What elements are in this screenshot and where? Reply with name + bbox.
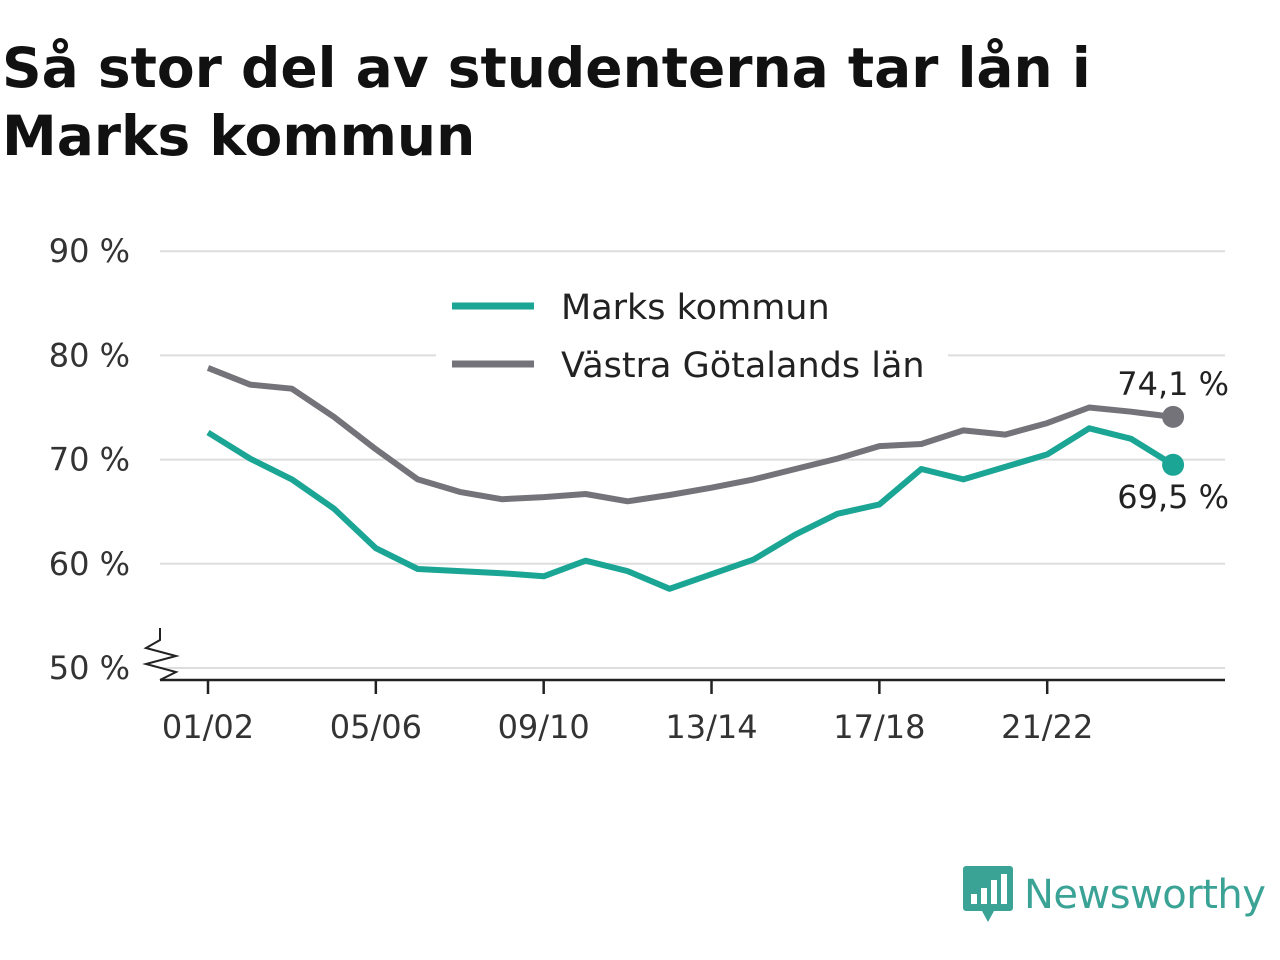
y-tick-label: 50 % [49, 649, 130, 687]
legend-background [436, 276, 948, 392]
x-axis-ticks: 01/02 05/06 09/10 13/14 17/18 21/22 [162, 680, 1093, 746]
y-tick-label: 60 % [49, 545, 130, 583]
x-tick-label: 09/10 [498, 708, 590, 746]
y-tick-label: 80 % [49, 336, 130, 374]
end-label-marks: 69,5 % [1117, 478, 1229, 516]
end-label-vgl: 74,1 % [1117, 365, 1229, 403]
end-point-marker [1162, 453, 1185, 476]
legend-label: Marks kommun [561, 288, 830, 328]
x-tick-label: 21/22 [1001, 708, 1093, 746]
series-line-vgl [206, 365, 1174, 505]
end-labels: 74,1 % 69,5 % [1117, 365, 1229, 516]
newsworthy-logo-icon [963, 866, 1013, 922]
series-line-marks [206, 425, 1175, 592]
end-point-marker [1162, 405, 1185, 428]
brand-name: Newsworthy [1024, 872, 1266, 918]
x-tick-label: 13/14 [665, 708, 757, 746]
y-axis-ticks: 50 % 60 % 70 % 80 % 90 % [49, 232, 180, 687]
brand: Newsworthy [962, 862, 1266, 928]
chart-title: Så stor del av studenterna tar lån i Mar… [2, 36, 1091, 168]
x-tick-label: 17/18 [833, 708, 925, 746]
legend: Marks kommun Västra Götalands län [436, 276, 948, 392]
axis-break-icon [142, 628, 180, 681]
series-lines [206, 365, 1185, 592]
x-tick-label: 05/06 [330, 708, 422, 746]
gridlines [160, 250, 1225, 669]
legend-label: Västra Götalands län [561, 346, 925, 386]
y-tick-label: 70 % [49, 441, 130, 479]
x-tick-label: 01/02 [162, 708, 254, 746]
y-tick-label: 90 % [49, 232, 130, 270]
